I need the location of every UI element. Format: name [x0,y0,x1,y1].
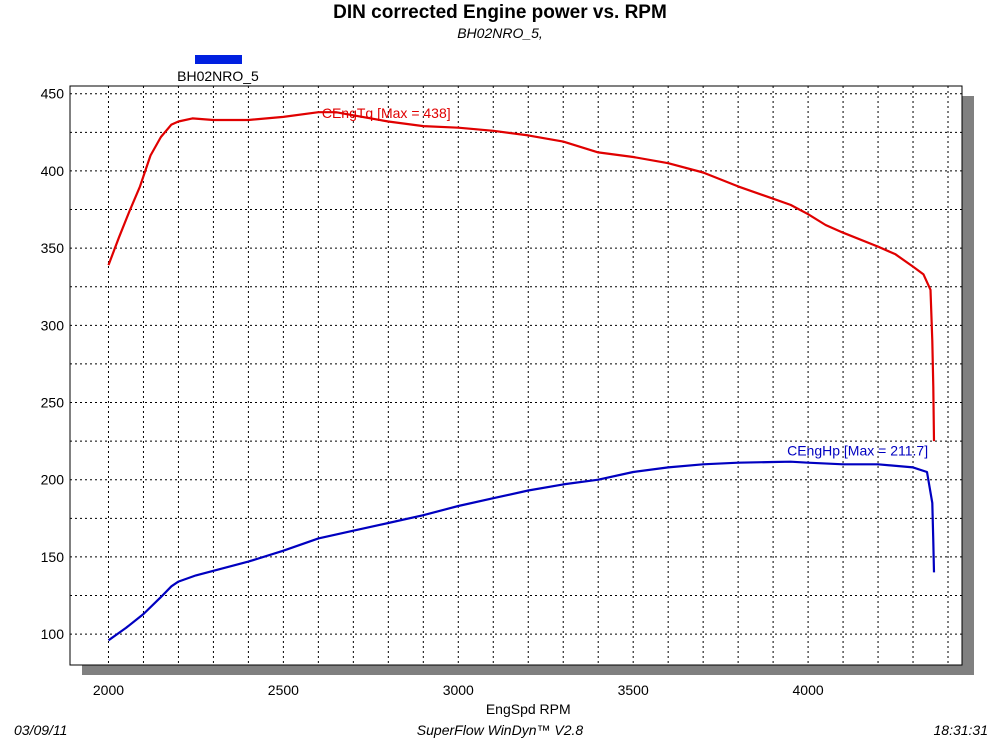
x-tick-label: 3500 [618,682,649,698]
x-axis-label: EngSpd RPM [486,701,571,717]
y-tick-label: 150 [41,549,65,565]
y-tick-label: 100 [41,626,65,642]
y-tick-label: 450 [41,86,65,102]
torque-label: CEngTq [Max = 438] [322,105,451,121]
y-tick-label: 300 [41,317,65,333]
footer-date: 03/09/11 [14,722,68,738]
torque-line [107,111,936,442]
x-tick-label: 4000 [793,682,824,698]
y-tick-label: 400 [41,163,65,179]
x-tick-label: 2000 [93,682,124,698]
plot-area [69,85,963,666]
power-line [107,460,936,642]
x-tick-label: 2500 [268,682,299,698]
legend-swatch [195,55,242,64]
footer-time: 18:31:31 [933,722,989,738]
chart-title: DIN corrected Engine power vs. RPM [333,2,667,23]
x-tick-label: 3000 [443,682,474,698]
y-tick-label: 200 [41,472,65,488]
chart-subtitle: BH02NRO_5, [457,25,543,41]
power-label: CEngHp [Max = 211.7] [787,443,928,459]
footer-software: SuperFlow WinDyn™ V2.8 [416,722,584,738]
y-tick-label: 350 [41,240,65,256]
y-tick-label: 250 [41,395,65,411]
legend-label: BH02NRO_5 [177,68,259,84]
